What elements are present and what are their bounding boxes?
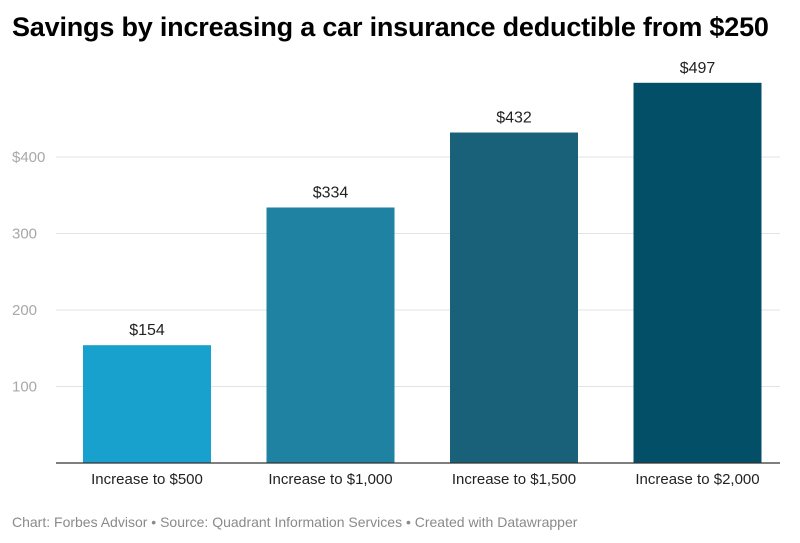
x-category-label: Increase to $2,000 bbox=[635, 471, 759, 488]
bar-value-label: $334 bbox=[313, 184, 349, 201]
chart-title: Savings by increasing a car insurance de… bbox=[12, 12, 769, 42]
y-tick-label: 100 bbox=[12, 379, 37, 396]
bar-value-label: $432 bbox=[496, 110, 532, 127]
bar-2 bbox=[266, 207, 395, 463]
bar-value-label: $154 bbox=[129, 322, 165, 339]
x-category-label: Increase to $1,000 bbox=[268, 471, 392, 488]
bar-4 bbox=[633, 82, 762, 464]
chart-footer: Chart: Forbes Advisor • Source: Quadrant… bbox=[12, 514, 578, 530]
bar-chart: 100 200 300 $400 $154 $334 $432 $497 Increase … bbox=[12, 60, 780, 488]
bar-3 bbox=[450, 132, 578, 463]
x-category-label: Increase to $1,500 bbox=[452, 471, 576, 488]
bar-1 bbox=[83, 345, 211, 463]
y-tick-label: 300 bbox=[12, 226, 37, 243]
bar-value-label: $497 bbox=[680, 60, 716, 77]
y-axis-ticks: 100 200 300 $400 bbox=[12, 149, 45, 396]
y-tick-label: 200 bbox=[12, 302, 37, 319]
x-category-label: Increase to $500 bbox=[91, 471, 203, 488]
bars bbox=[83, 82, 762, 464]
x-axis-labels: Increase to $500 Increase to $1,000 Increa… bbox=[91, 471, 760, 488]
y-tick-label: $400 bbox=[12, 149, 45, 166]
bar-value-labels: $154 $334 $432 $497 bbox=[129, 60, 715, 339]
